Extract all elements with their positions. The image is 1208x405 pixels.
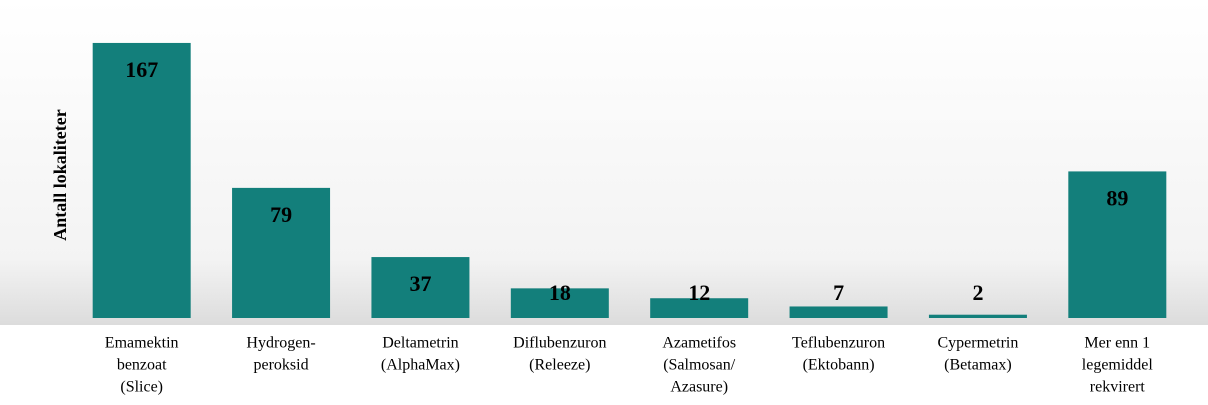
- x-tick-label: benzoat: [117, 357, 167, 374]
- y-axis-title: Antall lokaliteter: [50, 109, 70, 240]
- bar: [510, 288, 609, 318]
- bar: [928, 314, 1027, 318]
- x-tick-label: Cypermetrin: [938, 335, 1019, 352]
- x-tick-label: Diflubenzuron: [513, 335, 606, 352]
- x-tick-label: peroksid: [254, 357, 309, 374]
- value-label: 89: [1106, 185, 1128, 210]
- bar: [650, 298, 749, 318]
- x-tick-label: (Releeze): [529, 357, 590, 374]
- x-tick-label: rekvirert: [1090, 379, 1146, 396]
- x-tick-label: Teflubenzuron: [792, 335, 885, 352]
- x-tick-label: (Slice): [120, 379, 163, 396]
- bar: [371, 257, 470, 318]
- bar: [232, 187, 331, 318]
- x-tick-label: Mer enn 1: [1084, 335, 1150, 352]
- plot-background: [0, 0, 1208, 325]
- value-label: 18: [549, 280, 571, 305]
- x-tick-label: Azasure): [670, 379, 728, 396]
- value-label: 37: [409, 271, 431, 296]
- value-label: 79: [270, 202, 292, 227]
- x-tick-label: (Ektobann): [803, 357, 875, 374]
- bar: [1068, 171, 1167, 318]
- x-tick-label: Azametifos: [662, 335, 736, 352]
- bar: [92, 42, 191, 319]
- x-tick-label: (Salmosan/: [663, 357, 736, 374]
- x-tick-label: Emamektin: [105, 335, 179, 352]
- x-tick-label: (Betamax): [944, 357, 1012, 374]
- value-label: 12: [688, 280, 710, 305]
- value-label: 7: [833, 280, 844, 305]
- x-tick-label: Deltametrin: [382, 335, 458, 352]
- bar: [789, 306, 888, 318]
- value-label: 2: [972, 280, 983, 305]
- value-label: 167: [125, 57, 158, 82]
- x-tick-label: Hydrogen-: [246, 335, 315, 352]
- x-tick-label: legemiddel: [1082, 357, 1154, 374]
- x-tick-label: (AlphaMax): [381, 357, 460, 374]
